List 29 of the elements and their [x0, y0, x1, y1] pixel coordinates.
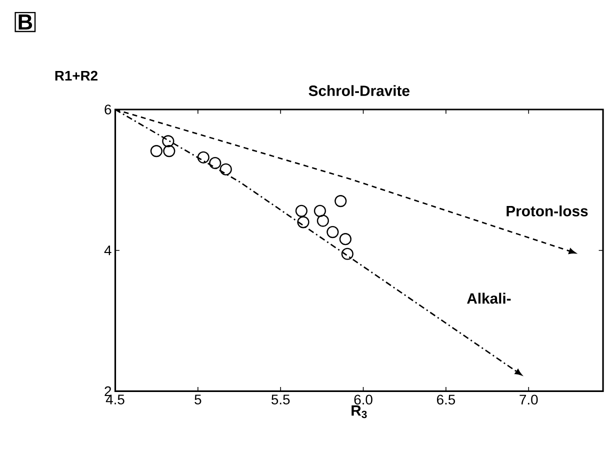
- point: [295, 204, 308, 218]
- point: [209, 157, 222, 170]
- point: [316, 214, 329, 227]
- y-tick-label: 2: [104, 386, 112, 396]
- x-tick-label: 6.0: [354, 394, 372, 405]
- point: [163, 145, 176, 158]
- point: [297, 216, 310, 228]
- y-axis-title: R1+R2: [55, 70, 98, 81]
- point: [162, 135, 174, 148]
- annotation: Alkali-: [467, 292, 511, 304]
- chart-title: Schrol-Dravite: [308, 85, 410, 96]
- point: [326, 226, 339, 238]
- x-tick-label: 6.5: [437, 394, 456, 405]
- text: B: [18, 14, 32, 30]
- point: [334, 195, 347, 208]
- point: [197, 151, 210, 164]
- point: [220, 163, 232, 176]
- x-tick-label: 5.5: [272, 394, 290, 404]
- x-axis-title: R$_{3}$: [352, 405, 367, 418]
- x-tick-label: 7.0: [520, 394, 538, 405]
- x-tick-label: 5: [194, 394, 202, 404]
- point: [339, 233, 352, 246]
- annotation: Proton-loss: [506, 206, 588, 216]
- point: [150, 145, 162, 158]
- y-tick-label: 6: [104, 104, 112, 114]
- x-tick-label: 4.5: [106, 394, 124, 404]
- y-tick-label: 4: [104, 246, 112, 256]
- point: [341, 248, 354, 260]
- point: [314, 204, 326, 218]
